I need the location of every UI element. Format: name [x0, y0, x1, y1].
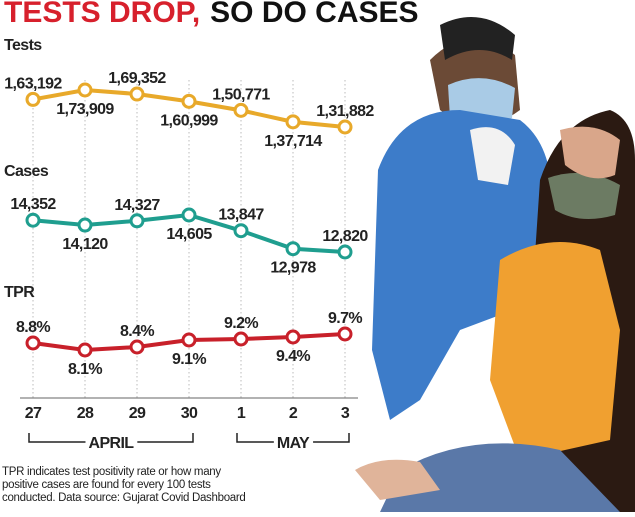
- value-label: 13,847: [218, 207, 264, 224]
- data-point: [25, 212, 41, 228]
- value-label: 9.2%: [224, 315, 258, 332]
- data-point: [77, 82, 93, 98]
- note-line: positive cases are found for every 100 t…: [2, 479, 211, 491]
- value-label: 1,73,909: [56, 101, 114, 118]
- data-point: [77, 217, 93, 233]
- value-label: 14,327: [114, 197, 160, 214]
- data-point: [181, 207, 197, 223]
- label-bg: [85, 439, 138, 447]
- value-label: 1,37,714: [264, 133, 322, 150]
- series-name: Cases: [4, 163, 49, 180]
- x-tick-label: 28: [77, 405, 94, 422]
- x-tick-label: 30: [181, 405, 198, 422]
- data-point: [285, 329, 301, 345]
- data-point: [129, 86, 145, 102]
- data-point: [181, 332, 197, 348]
- data-point: [285, 241, 301, 257]
- data-point: [233, 331, 249, 347]
- data-point: [337, 244, 353, 260]
- data-point: [181, 93, 197, 109]
- group-label: APRIL: [88, 435, 134, 452]
- data-point: [233, 223, 249, 239]
- series-name: TPR: [4, 284, 35, 301]
- data-point: [25, 335, 41, 351]
- value-label: 1,69,352: [108, 70, 166, 87]
- value-label: 9.1%: [172, 351, 206, 368]
- group-label: MAY: [277, 435, 310, 452]
- value-label: 8.1%: [68, 361, 102, 378]
- x-tick-label: 1: [237, 405, 246, 422]
- value-label: 12,820: [322, 228, 368, 245]
- x-tick-label: 29: [129, 405, 146, 422]
- data-point: [25, 91, 41, 107]
- photo: [355, 0, 635, 512]
- title-part: SO DO CASES: [210, 0, 418, 29]
- label-bg: [273, 439, 314, 447]
- note-line: TPR indicates test positivity rate or ho…: [2, 466, 221, 478]
- value-label: 1,60,999: [160, 112, 218, 129]
- x-tick-label: 2: [289, 405, 298, 422]
- data-point: [337, 326, 353, 342]
- note-line: conducted. Data source: Gujarat Covid Da…: [2, 492, 246, 504]
- value-label: 14,352: [10, 196, 56, 213]
- value-label: 8.4%: [120, 323, 154, 340]
- value-label: 14,605: [166, 226, 212, 243]
- value-label: 1,63,192: [4, 75, 62, 92]
- data-point: [129, 213, 145, 229]
- data-point: [337, 119, 353, 135]
- value-label: 9.7%: [328, 310, 362, 327]
- value-label: 9.4%: [276, 348, 310, 365]
- x-tick-label: 3: [341, 405, 350, 422]
- series-name: Tests: [4, 37, 42, 54]
- data-point: [285, 114, 301, 130]
- data-point: [233, 102, 249, 118]
- title-part: TESTS DROP,: [4, 0, 200, 29]
- value-label: 12,978: [270, 260, 316, 277]
- value-label: 1,31,882: [316, 103, 374, 120]
- x-tick-label: 27: [25, 405, 42, 422]
- data-point: [129, 339, 145, 355]
- value-label: 14,120: [62, 236, 108, 253]
- value-label: 8.8%: [16, 319, 50, 336]
- data-point: [77, 342, 93, 358]
- value-label: 1,50,771: [212, 86, 270, 103]
